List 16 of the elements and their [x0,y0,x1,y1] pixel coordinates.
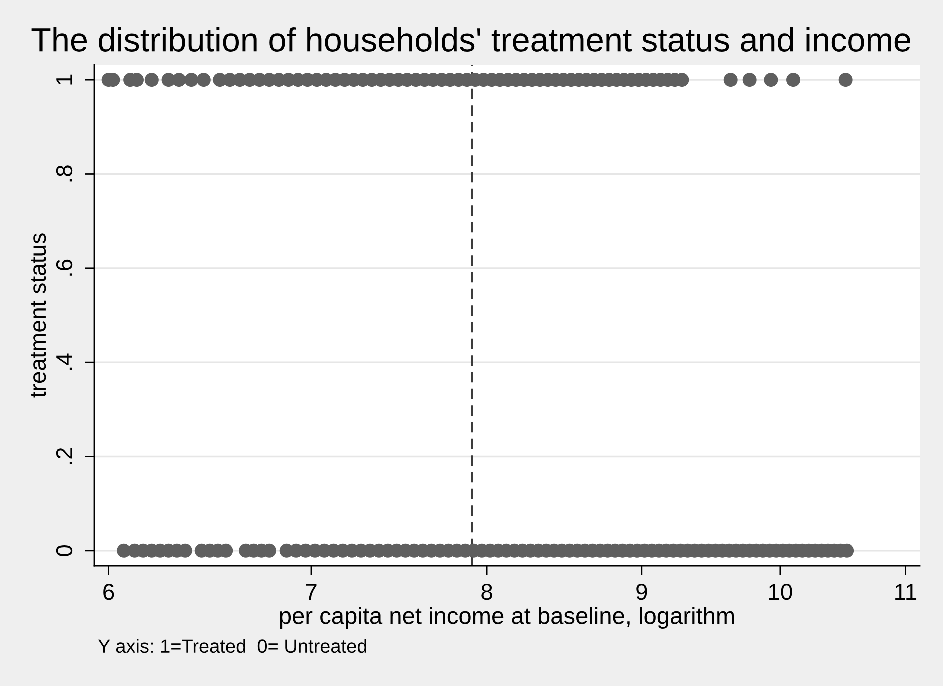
y-tick-label: 0 [56,545,73,556]
y-axis-title: treatment status [31,234,46,398]
x-tick-label: 8 [482,584,492,600]
y-tick-label: .8 [56,166,73,182]
x-tick-label: 11 [896,584,917,600]
y-tick-label: .2 [56,448,72,464]
y-tick-label: .4 [56,354,72,370]
x-tick-label: 9 [636,584,648,600]
chart-title: The distribution of households' treatment status and income [32,27,911,52]
text: Y axis: 1=Treated 0= Untreated [98,639,366,654]
y-tick-label: 1 [56,74,72,85]
x-tick-label: 10 [769,584,792,600]
x-axis-title: per capita net income at baseline, logarithm [280,606,734,630]
x-tick-label: 7 [306,584,317,600]
x-tick-label: 6 [104,584,114,600]
y-tick-label: .6 [56,260,73,276]
